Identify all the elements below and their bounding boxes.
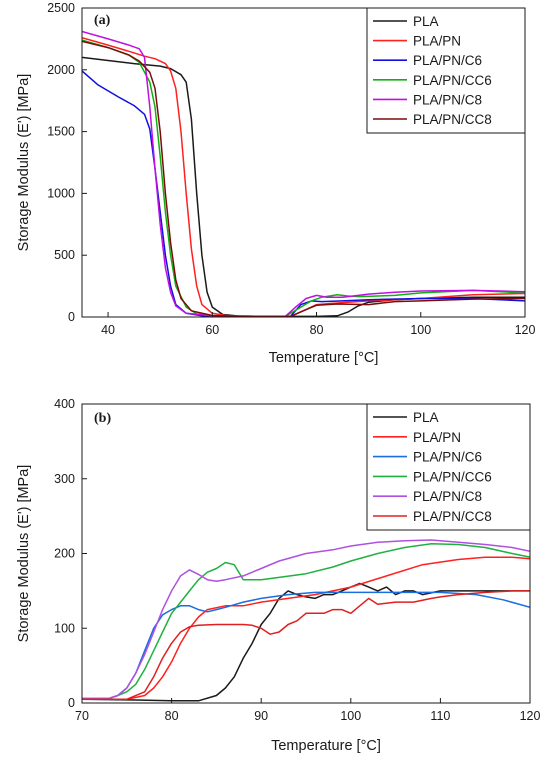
y-tick-label: 200 <box>54 547 75 561</box>
y-tick-label: 100 <box>54 621 75 635</box>
series-line-pla-pn <box>82 556 530 701</box>
series-line-pla-pn-cc8 <box>82 590 530 701</box>
x-tick-label: 110 <box>430 709 450 723</box>
series-line-pla-pn <box>82 36 525 317</box>
legend-box <box>366 403 531 531</box>
series-line-pla-pn-cc8 <box>82 40 525 317</box>
series-line-pla-pn-c6 <box>82 591 530 700</box>
y-tick-label: 400 <box>54 397 75 411</box>
legend-label: PLA/PN/CC8 <box>413 509 492 524</box>
x-axis-title: Temperature [°C] <box>269 350 379 366</box>
legend-label: PLA/PN <box>413 430 461 445</box>
x-tick-label: 80 <box>310 323 324 337</box>
plot-frame <box>81 7 526 318</box>
series-line-pla <box>82 582 530 702</box>
legend: PLA PLA/PN PLA/PN/C6 PLA/PN/CC6 PLA/PN/C8 PLA… <box>366 7 526 134</box>
y-tick-label: 500 <box>54 248 75 262</box>
x-tick-label: 120 <box>515 323 536 337</box>
x-tick-label: 60 <box>205 323 219 337</box>
x-tick-label: 90 <box>254 709 268 723</box>
panel-label: (a) <box>94 13 111 28</box>
legend-label: PLA/PN/CC6 <box>413 469 492 484</box>
legend-box <box>366 7 526 134</box>
legend-label: PLA/PN/C6 <box>413 450 482 465</box>
legend-label: PLA/PN/CC8 <box>413 112 492 127</box>
chart-panel-b: 70 80 90 100 110 120 0 100 200 300 400 Temperature … <box>16 397 540 754</box>
series-line-pla-pn-c8 <box>82 539 530 700</box>
y-tick-label: 0 <box>68 696 75 710</box>
x-tick-label: 40 <box>101 323 115 337</box>
x-tick-label: 120 <box>520 709 541 723</box>
y-tick-label: 1000 <box>47 186 75 200</box>
y-tick-label: 2000 <box>47 63 75 77</box>
legend-label: PLA/PN/C6 <box>413 53 482 68</box>
chart-panel-a: 40 60 80 100 120 0 500 1000 1500 2000 2500 Temperat… <box>16 1 535 366</box>
legend-label: PLA/PN/C8 <box>413 489 482 504</box>
panel-label: (b) <box>94 411 111 426</box>
legend-label: PLA <box>413 410 439 425</box>
y-tick-label: 300 <box>54 472 75 486</box>
legend-label: PLA <box>413 14 439 29</box>
series-line-pla-pn-cc6 <box>82 543 530 700</box>
x-tick-label: 100 <box>340 709 361 723</box>
y-tick-label: 1500 <box>47 125 75 139</box>
x-tick-label: 100 <box>410 323 431 337</box>
y-axis-title: Storage Modulus (E') [MPa] <box>16 74 32 252</box>
x-tick-label: 70 <box>75 709 89 723</box>
y-tick-label: 0 <box>68 310 75 324</box>
legend-label: PLA/PN/C8 <box>413 92 482 107</box>
series-group <box>82 539 530 702</box>
y-tick-label: 2500 <box>47 1 75 15</box>
x-axis-title: Temperature [°C] <box>271 738 381 754</box>
legend-label: PLA/PN/CC6 <box>413 73 492 88</box>
x-tick-label: 80 <box>165 709 179 723</box>
legend: PLA PLA/PN PLA/PN/C6 PLA/PN/CC6 PLA/PN/C8 PLA… <box>366 403 531 531</box>
y-axis-title: Storage Modulus (E') [MPa] <box>16 465 32 643</box>
legend-label: PLA/PN <box>413 34 461 49</box>
